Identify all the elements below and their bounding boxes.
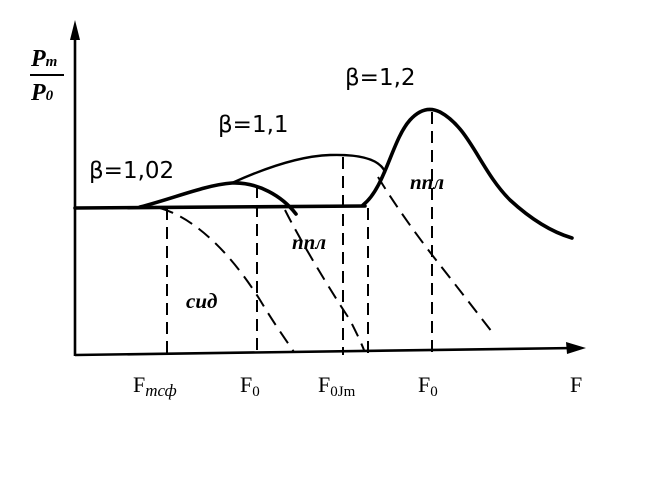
vertical-guides xyxy=(166,112,433,355)
axes xyxy=(70,20,586,357)
y-label-denominator: P0 xyxy=(31,81,53,105)
tick-f0-a: F0 xyxy=(240,374,260,400)
y-label-numerator-main: P xyxy=(31,46,46,72)
tick-f-tsf-main: F xyxy=(133,372,146,397)
tick-f0-a-main: F xyxy=(240,372,253,397)
tick-f0jm-sub: 0Jm xyxy=(330,384,356,400)
tick-f0-a-sub: 0 xyxy=(252,384,260,400)
y-label-numerator-sub: m xyxy=(45,54,58,70)
x-axis-label: F xyxy=(570,372,583,397)
label-sid: сид xyxy=(186,289,218,313)
tick-f0jm-main: F xyxy=(318,372,331,397)
y-label-numerator: Pm xyxy=(31,47,57,71)
tick-f0-b-main: F xyxy=(418,372,431,397)
tick-f-tsf-sub: тсф xyxy=(145,381,177,400)
dashed-ppl-right xyxy=(377,176,493,333)
x-axis-arrow xyxy=(566,342,586,354)
y-label-denominator-sub: 0 xyxy=(45,88,54,104)
tick-f0-b-sub: 0 xyxy=(430,384,438,400)
tick-f0jm: F0Jm xyxy=(318,374,355,400)
curve-beta-1-2 xyxy=(361,107,574,240)
label-beta-1-02: β=1,02 xyxy=(89,158,175,184)
baseline-curve xyxy=(73,204,367,210)
tick-f-tsf: Fтсф xyxy=(133,372,177,400)
tick-f0-b: F0 xyxy=(418,374,438,400)
curve-beta-1-1 xyxy=(230,153,387,185)
dashed-sid xyxy=(159,207,295,353)
dashed-curves xyxy=(159,176,493,353)
y-axis-arrow xyxy=(70,20,80,40)
label-ppl-right: ппл xyxy=(410,170,445,194)
label-ppl-mid: ппл xyxy=(292,230,327,254)
label-beta-1-1: β=1,1 xyxy=(218,112,289,138)
solid-curves xyxy=(73,107,574,240)
dashed-ppl-mid xyxy=(284,209,365,351)
label-beta-1-2: β=1,2 xyxy=(345,65,416,91)
x-axis-line xyxy=(74,346,576,357)
y-label-denominator-main: P xyxy=(31,80,46,106)
